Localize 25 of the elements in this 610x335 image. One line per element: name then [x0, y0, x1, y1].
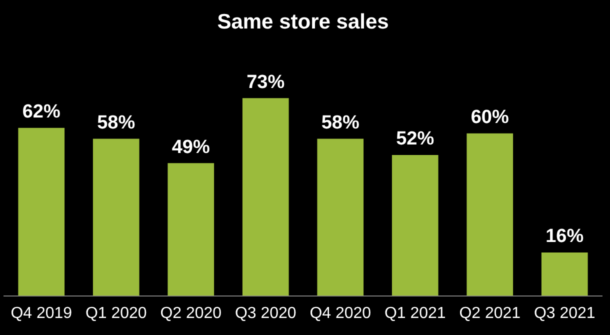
x-tick-label: Q4 2019 — [10, 304, 72, 322]
data-label: 62% — [22, 102, 60, 123]
data-label: 73% — [246, 72, 285, 93]
data-label: 60% — [470, 107, 509, 128]
chart-title: Same store sales — [217, 10, 389, 34]
bar — [392, 155, 438, 296]
x-tick-label: Q1 2020 — [85, 304, 147, 322]
x-tick-label: Q3 2021 — [534, 304, 596, 322]
x-tick-label: Q4 2020 — [310, 304, 372, 322]
bar — [92, 138, 140, 296]
bar — [466, 133, 514, 296]
bar — [541, 252, 588, 296]
bar — [168, 163, 214, 296]
x-tick-label: Q2 2021 — [459, 304, 521, 322]
data-label: 58% — [97, 112, 136, 134]
data-label: 58% — [321, 112, 360, 134]
bar — [317, 138, 364, 296]
data-label: 52% — [396, 128, 434, 150]
x-tick-label: Q2 2020 — [160, 304, 222, 322]
x-tick-label: Q1 2021 — [384, 304, 446, 322]
data-label: 16% — [546, 226, 584, 248]
bar — [242, 98, 289, 296]
x-tick-label: Q3 2020 — [234, 304, 296, 322]
bar — [18, 128, 65, 296]
data-label: 49% — [172, 136, 210, 158]
